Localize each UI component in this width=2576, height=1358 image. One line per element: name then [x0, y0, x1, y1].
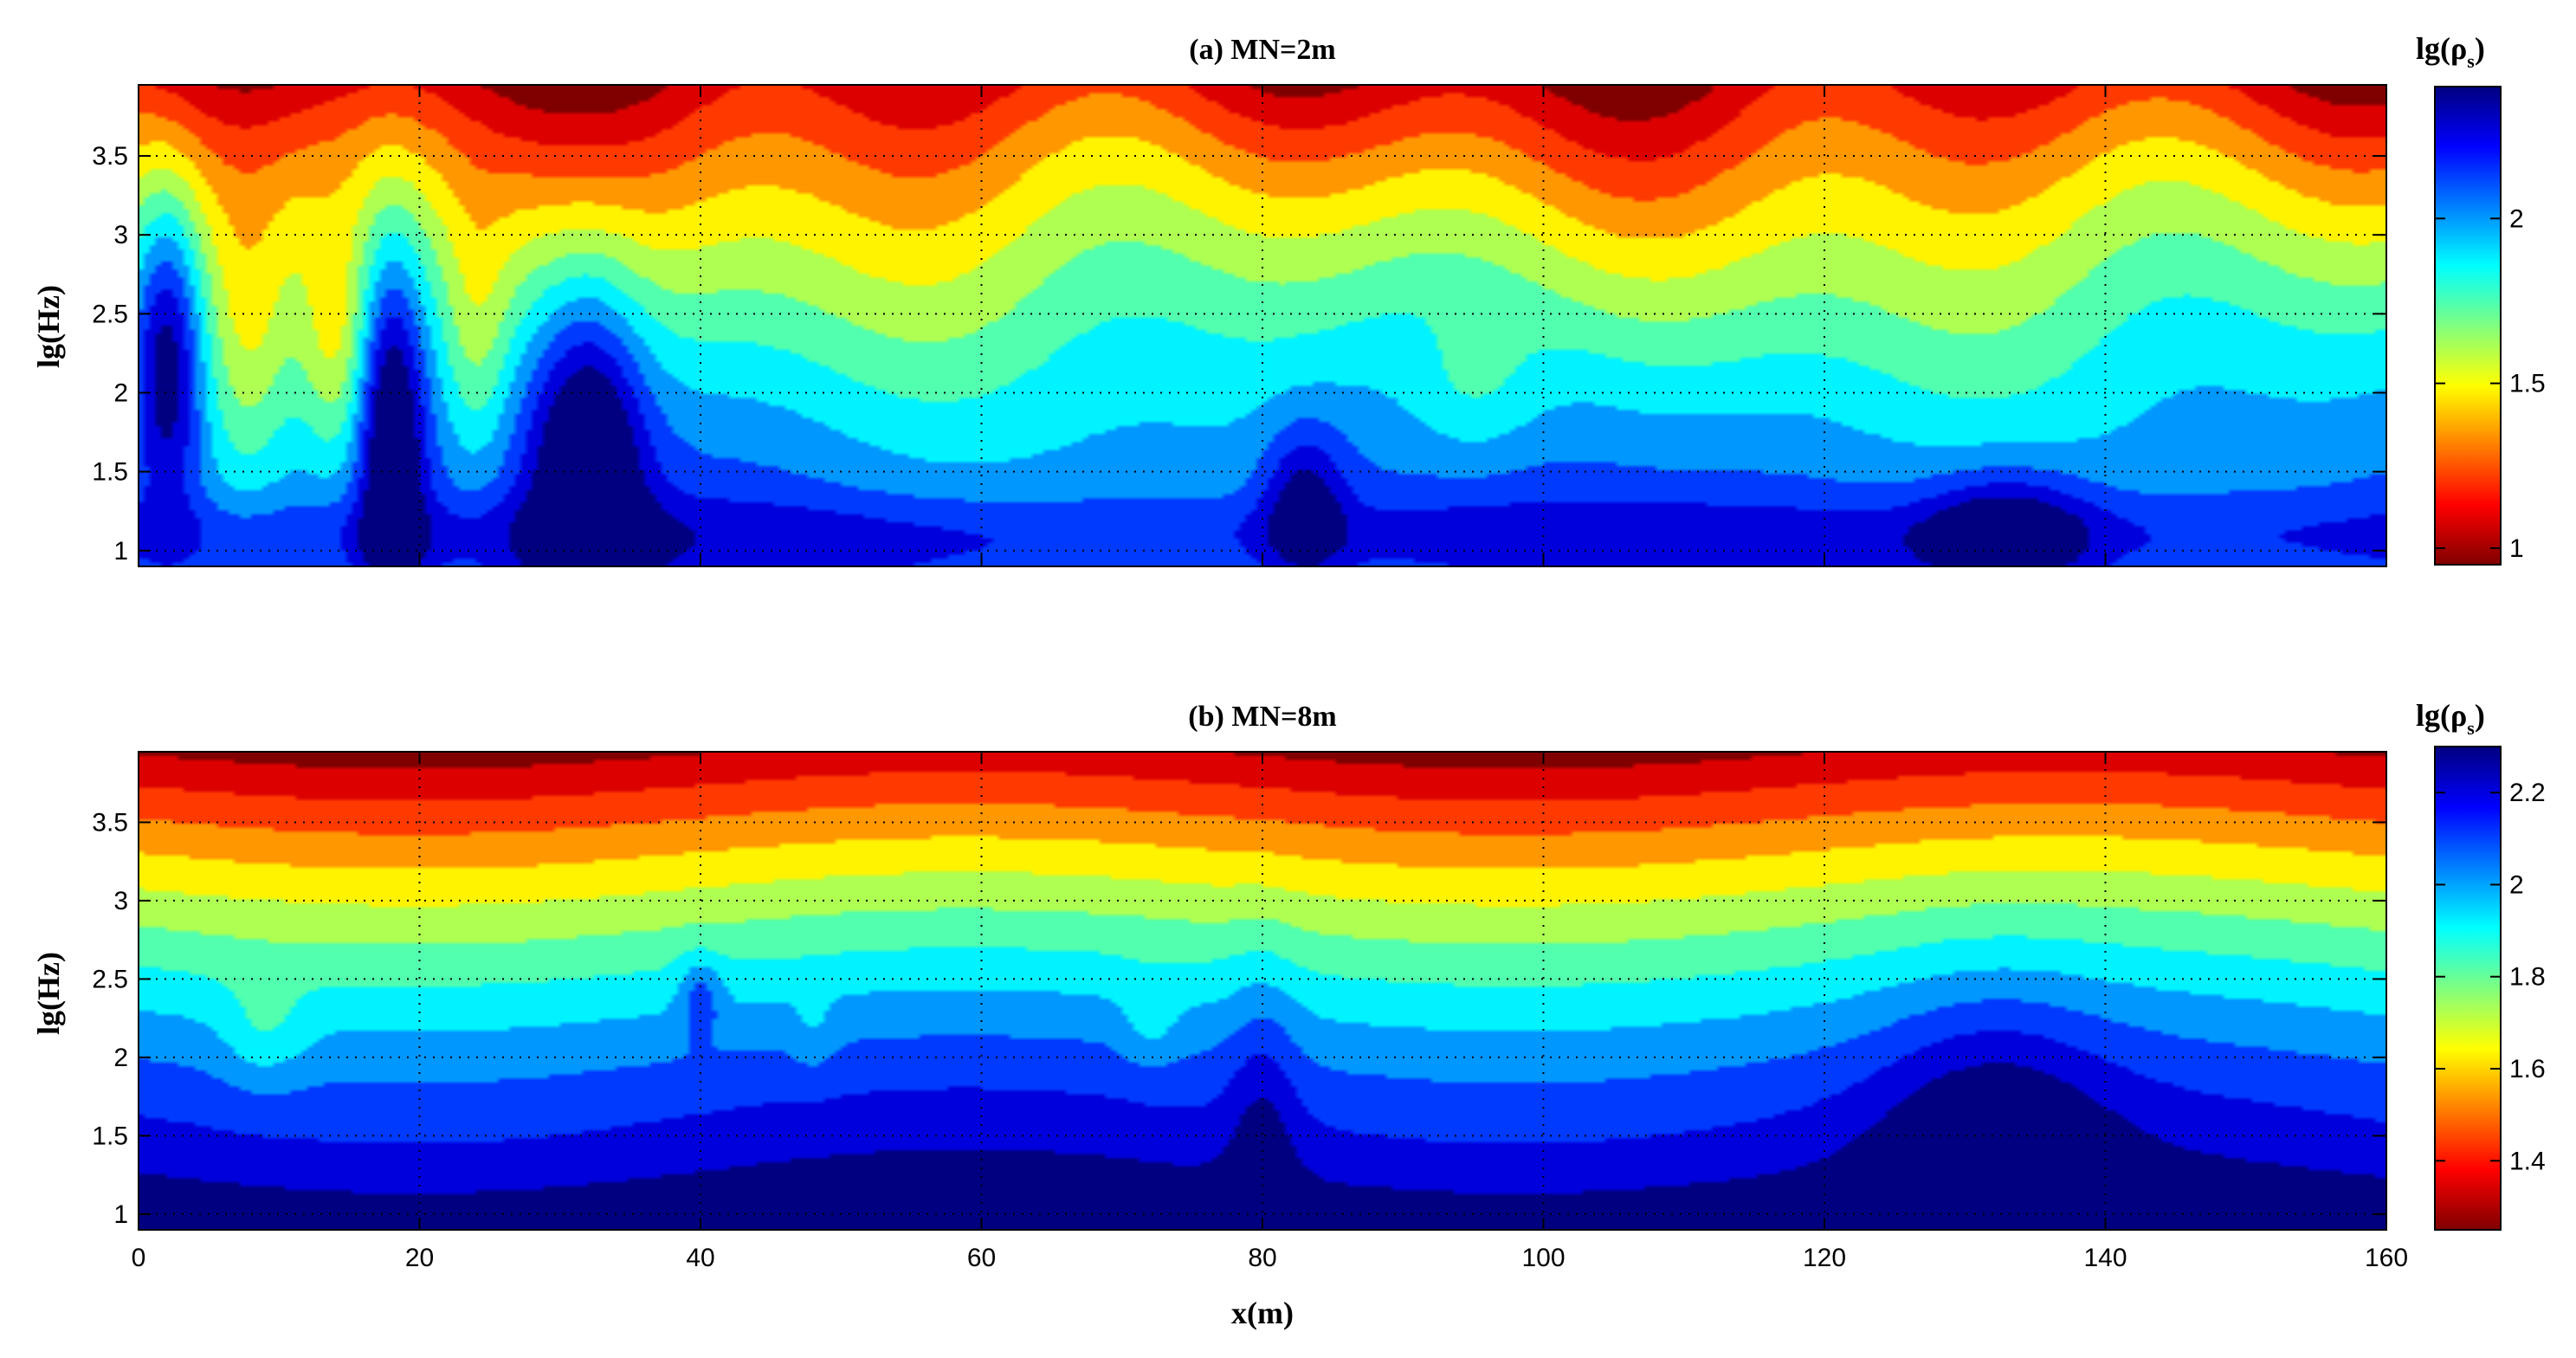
panel-b-ylabel: lg(Hz)	[31, 952, 66, 1035]
panel-a-colorbar: lg(ρs) 11.52	[2416, 31, 2546, 566]
y-tick-label: 3	[113, 221, 128, 249]
panel-b-colorbar-ticks: 1.4 1.6 1.8 2 2.2	[2435, 779, 2546, 1175]
y-tick-label: 2	[113, 378, 128, 407]
x-tick-label: 140	[2083, 1244, 2127, 1272]
y-tick-label: 2.5	[92, 300, 128, 328]
panel-b-axes-frame	[138, 751, 2387, 1231]
y-tick-label: 2.5	[92, 965, 128, 993]
x-tick-label: 120	[1803, 1244, 1846, 1272]
colorbar-tick-label: 1	[2509, 534, 2524, 563]
y-tick-label: 1.5	[92, 1122, 128, 1150]
panel-a-colorbar-label-sub: s	[2467, 50, 2475, 72]
y-tick-label: 2	[113, 1044, 128, 1072]
panel-b-x-ticks: 0 20 40 60 80 100 120 140 160	[132, 1244, 2408, 1272]
colorbar-tick-label: 2.2	[2509, 779, 2546, 807]
panel-a-colorbar-bar	[2434, 86, 2502, 566]
panel-a-y-ticks: 1 1.5 2 2.5 3 3.5	[92, 142, 2386, 566]
x-tick-label: 100	[1521, 1244, 1565, 1272]
x-tick-label: 160	[2365, 1244, 2408, 1272]
y-tick-label: 1	[113, 1200, 128, 1229]
panel-b-y-ticks: 1 1.5 2 2.5 3 3.5	[92, 808, 2386, 1229]
y-tick-label: 3	[113, 887, 128, 915]
panel-b-colorbar: lg(ρs) 1.4 1.6 1.8 2 2.2	[2416, 698, 2546, 1231]
x-axis-label: x(m)	[1231, 1296, 1294, 1330]
panel-b-colorbar-label-sub: s	[2467, 717, 2475, 739]
panel-a-title: (a) MN=2m	[1189, 34, 1336, 66]
x-tick-label: 40	[686, 1244, 714, 1272]
panel-a-heatmap-image	[139, 85, 2386, 566]
panel-a-axes-frame	[138, 84, 2387, 567]
panel-b-colorbar-label-main: lg(ρ	[2416, 698, 2467, 733]
panel-a-colorbar-ticks: 11.52	[2435, 204, 2546, 563]
panel-a: (a) MN=2m lg(Hz) 11.522.533.5 lg(ρs) 11.…	[31, 31, 2546, 567]
x-tick-label: 20	[405, 1244, 434, 1272]
colorbar-tick-label: 1.8	[2509, 963, 2546, 992]
panel-b-colorbar-bar	[2434, 746, 2502, 1231]
panel-b: (b) MN=8m lg(Hz) 1 1.5 2 2.5 3 3.5 0 20 40 60 80 1…	[31, 698, 2546, 1330]
panel-a-colorbar-label: lg(ρs)	[2416, 31, 2485, 72]
panel-b-colorbar-label: lg(ρs)	[2416, 698, 2485, 739]
colorbar-tick-label: 1.4	[2509, 1147, 2546, 1175]
y-tick-label: 1	[113, 537, 128, 566]
panel-a-colorbar-label-main: lg(ρ	[2416, 31, 2467, 66]
panel-b-colorbar-label-close: )	[2475, 698, 2485, 733]
x-tick-label: 0	[132, 1244, 146, 1272]
colorbar-tick-label: 1.5	[2509, 370, 2546, 398]
colorbar-tick-label: 2	[2509, 204, 2524, 233]
x-tick-label: 80	[1248, 1244, 1276, 1272]
panel-b-heatmap-image	[139, 752, 2386, 1230]
x-tick-label: 60	[967, 1244, 996, 1272]
panel-b-title: (b) MN=8m	[1188, 701, 1336, 733]
y-tick-label: 3.5	[92, 142, 128, 171]
panel-a-ylabel: lg(Hz)	[31, 285, 66, 368]
colorbar-tick-label: 2	[2509, 870, 2524, 899]
colorbar-tick-label: 1.6	[2509, 1055, 2546, 1083]
y-tick-label: 3.5	[92, 808, 128, 837]
panel-a-heatmap	[139, 85, 2386, 566]
panel-a-colorbar-label-close: )	[2475, 31, 2485, 66]
panel-b-heatmap	[139, 752, 2386, 1230]
y-tick-label: 1.5	[92, 458, 128, 487]
